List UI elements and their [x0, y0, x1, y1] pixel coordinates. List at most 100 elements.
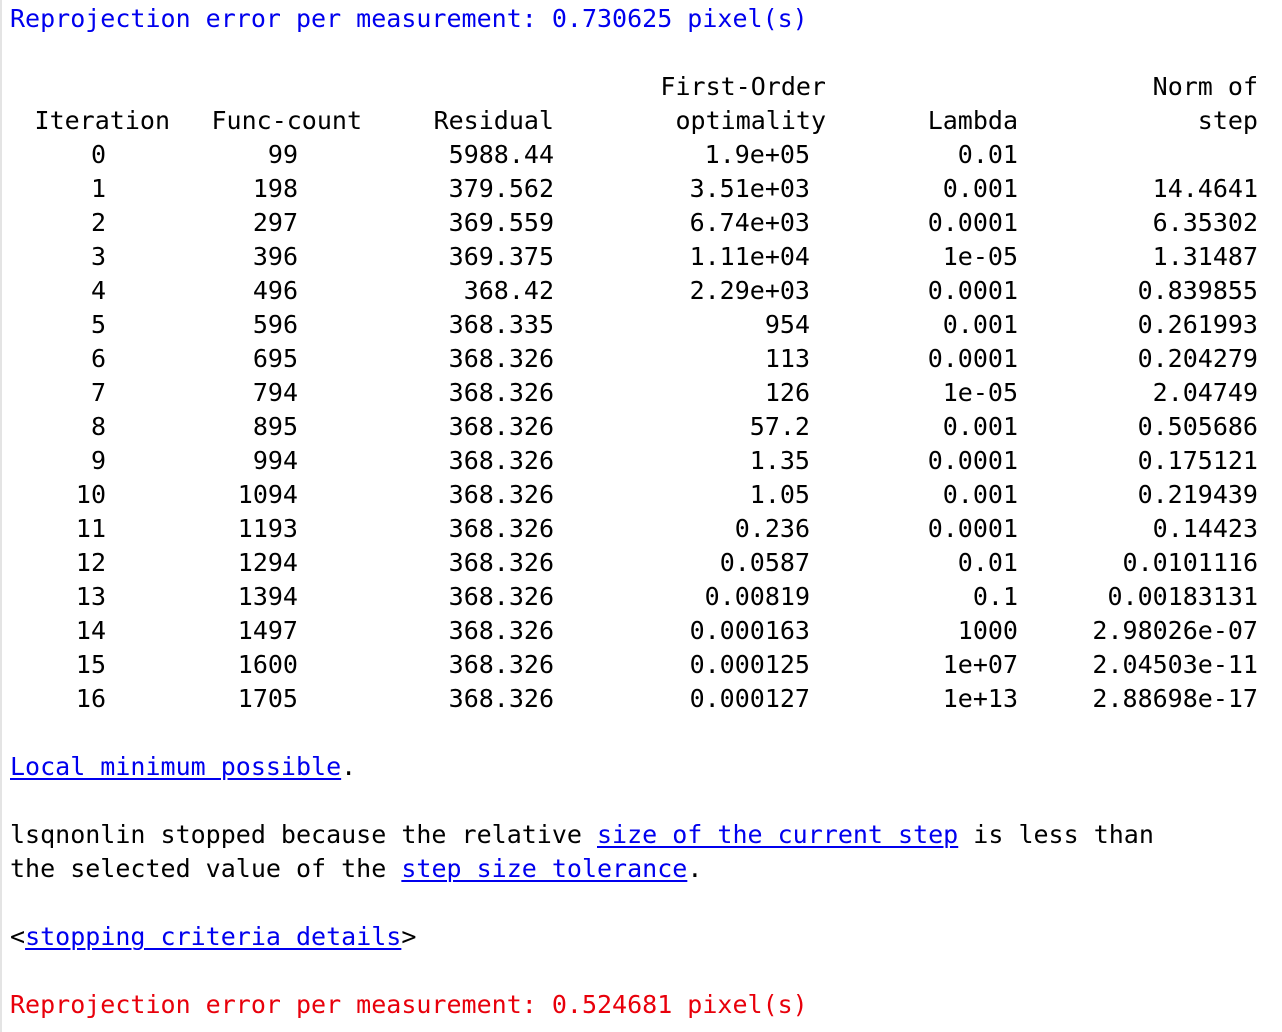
cell-optimality: 113 [764, 344, 810, 373]
cell-func-count: 695 [252, 344, 298, 373]
cell-residual: 369.375 [448, 242, 554, 271]
header-step: step [1197, 106, 1258, 135]
table-row: 11 1193 368.326 0.236 0.0001 0.14423 [0, 512, 1282, 546]
cell-lambda: 0.001 [942, 174, 1018, 203]
message-line-2: the selected value of the step size tole… [10, 852, 702, 886]
cell-func-count: 1294 [237, 548, 298, 577]
cell-iteration: 5 [90, 310, 106, 339]
table-header-bottom: Iteration Func-count Residual optimality… [0, 104, 1282, 138]
table-row: 8 895 368.326 57.2 0.001 0.505686 [0, 410, 1282, 444]
cell-optimality: 0.000125 [689, 650, 810, 679]
cell-func-count: 1094 [237, 480, 298, 509]
cell-iteration: 16 [75, 684, 106, 713]
table-row: 13 1394 368.326 0.00819 0.1 0.00183131 [0, 580, 1282, 614]
cell-func-count: 895 [252, 412, 298, 441]
message-line1-suffix: is less than [958, 820, 1154, 849]
table-row: 15 1600 368.326 0.000125 1e+07 2.04503e-11 [0, 648, 1282, 682]
cell-iteration: 11 [75, 514, 106, 543]
table-body: 0 99 5988.44 1.9e+05 0.01 1 198 379.562 3.51e+03… [0, 138, 1282, 716]
cell-iteration: 4 [90, 276, 106, 305]
cell-step: 14.4641 [1152, 174, 1258, 203]
cell-optimality: 1.9e+05 [704, 140, 810, 169]
cell-residual: 368.326 [448, 480, 554, 509]
cell-func-count: 297 [252, 208, 298, 237]
cell-optimality: 954 [764, 310, 810, 339]
cell-lambda: 0.0001 [927, 446, 1018, 475]
cell-residual: 368.326 [448, 378, 554, 407]
cell-optimality: 0.000163 [689, 616, 810, 645]
cell-lambda: 1e+07 [942, 650, 1018, 679]
cell-step: 0.261993 [1137, 310, 1258, 339]
cell-lambda: 0.0001 [927, 514, 1018, 543]
cell-residual: 369.559 [448, 208, 554, 237]
table-row: 6 695 368.326 113 0.0001 0.204279 [0, 342, 1282, 376]
cell-residual: 368.326 [448, 684, 554, 713]
table-row: 2 297 369.559 6.74e+03 0.0001 6.35302 [0, 206, 1282, 240]
cell-residual: 368.326 [448, 446, 554, 475]
cell-step: 2.04749 [1152, 378, 1258, 407]
table-row: 12 1294 368.326 0.0587 0.01 0.0101116 [0, 546, 1282, 580]
cell-residual: 368.326 [448, 582, 554, 611]
stopping-criteria-line: <stopping criteria details> [10, 920, 416, 954]
step-size-tolerance-link[interactable]: step size tolerance [401, 854, 688, 883]
cell-optimality: 0.236 [734, 514, 810, 543]
cell-lambda: 0.01 [957, 140, 1018, 169]
message-line1-prefix: lsqnonlin stopped because the relative [10, 820, 597, 849]
table-row: 7 794 368.326 126 1e-05 2.04749 [0, 376, 1282, 410]
cell-func-count: 1705 [237, 684, 298, 713]
cell-residual: 368.326 [448, 412, 554, 441]
cell-lambda: 0.0001 [927, 344, 1018, 373]
header-func-count: Func-count [211, 106, 362, 135]
table-row: 0 99 5988.44 1.9e+05 0.01 [0, 138, 1282, 172]
cell-iteration: 14 [75, 616, 106, 645]
iteration-table: First-Order Norm of Iteration Func-count… [0, 70, 1282, 716]
cell-optimality: 0.00819 [704, 582, 810, 611]
cell-lambda: 0.1 [972, 582, 1018, 611]
cell-residual: 5988.44 [448, 140, 554, 169]
cell-residual: 368.326 [448, 616, 554, 645]
cell-func-count: 198 [252, 174, 298, 203]
cell-step: 2.88698e-17 [1092, 684, 1258, 713]
cell-func-count: 1600 [237, 650, 298, 679]
cell-iteration: 3 [90, 242, 106, 271]
message-line-1: lsqnonlin stopped because the relative s… [10, 818, 1154, 852]
cell-lambda: 1e-05 [942, 378, 1018, 407]
details-close-bracket: > [401, 922, 417, 951]
cell-func-count: 794 [252, 378, 298, 407]
header-iteration: Iteration [34, 106, 170, 135]
initial-reprojection-error: Reprojection error per measurement: 0.73… [10, 4, 808, 33]
cell-step: 0.00183131 [1107, 582, 1258, 611]
cell-optimality: 57.2 [749, 412, 810, 441]
cell-step: 0.839855 [1137, 276, 1258, 305]
cell-iteration: 9 [90, 446, 106, 475]
details-open-bracket: < [10, 922, 26, 951]
cell-optimality: 0.0587 [719, 548, 810, 577]
cell-step: 6.35302 [1152, 208, 1258, 237]
cell-optimality: 3.51e+03 [689, 174, 810, 203]
cell-iteration: 15 [75, 650, 106, 679]
header-residual: Residual [433, 106, 554, 135]
cell-lambda: 0.001 [942, 310, 1018, 339]
cell-func-count: 596 [252, 310, 298, 339]
size-of-current-step-link[interactable]: size of the current step [597, 820, 959, 849]
header-norm-of: Norm of [1152, 72, 1258, 101]
cell-step: 0.0101116 [1122, 548, 1258, 577]
cell-iteration: 6 [90, 344, 106, 373]
table-row: 10 1094 368.326 1.05 0.001 0.219439 [0, 478, 1282, 512]
cell-iteration: 10 [75, 480, 106, 509]
stopping-criteria-details-link[interactable]: stopping criteria details [25, 922, 402, 951]
local-minimum-possible-link[interactable]: Local minimum possible [10, 752, 342, 781]
cell-step: 0.204279 [1137, 344, 1258, 373]
cell-residual: 368.42 [463, 276, 554, 305]
cell-residual: 368.326 [448, 344, 554, 373]
cell-lambda: 0.0001 [927, 276, 1018, 305]
message-line2-prefix: the selected value of the [10, 854, 402, 883]
header-lambda: Lambda [927, 106, 1018, 135]
cell-func-count: 396 [252, 242, 298, 271]
table-row: 9 994 368.326 1.35 0.0001 0.175121 [0, 444, 1282, 478]
cell-iteration: 8 [90, 412, 106, 441]
table-row: 4 496 368.42 2.29e+03 0.0001 0.839855 [0, 274, 1282, 308]
cell-iteration: 12 [75, 548, 106, 577]
cell-lambda: 1e-05 [942, 242, 1018, 271]
cell-optimality: 0.000127 [689, 684, 810, 713]
